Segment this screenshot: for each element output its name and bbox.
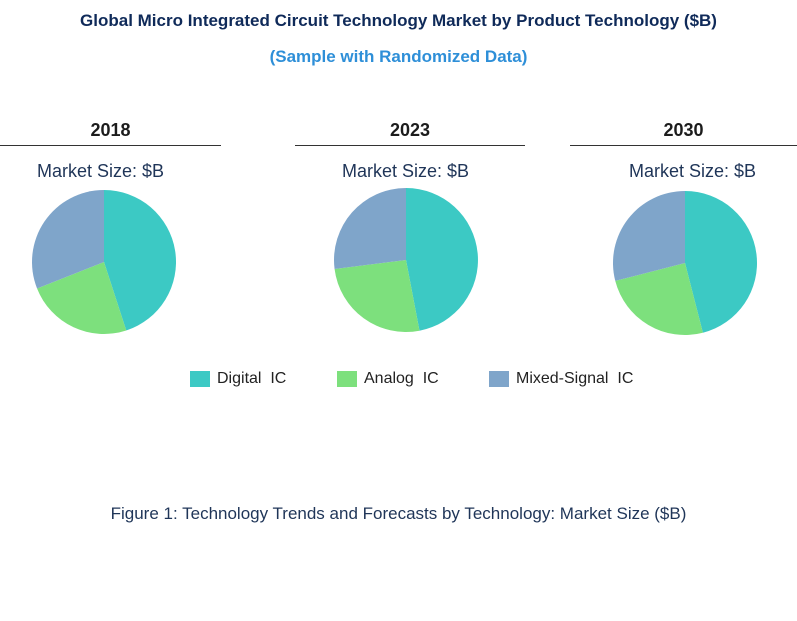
pie-slice-digital-ic	[104, 190, 177, 331]
panel-year: 2018	[0, 115, 221, 146]
legend-item-analog: Analog IC	[337, 370, 439, 388]
legend-label: Mixed-Signal IC	[516, 370, 634, 387]
pie-slice-mixed-signal-ic	[32, 190, 104, 289]
legend-label: Analog IC	[364, 370, 439, 387]
pie-slice-mixed-signal-ic	[612, 191, 685, 281]
pie-slice-analog-ic	[37, 262, 127, 335]
pie-slice-analog-ic	[615, 263, 703, 336]
panel-2023: 2023 Market Size: $B	[295, 115, 525, 181]
chart-title: Global Micro Integrated Circuit Technolo…	[80, 11, 717, 30]
market-size-label: Market Size: $B	[629, 161, 757, 181]
pie-slice-mixed-signal-ic	[334, 188, 406, 270]
legend-swatch	[489, 371, 509, 387]
legend-label: Digital IC	[217, 370, 287, 387]
market-size-label: Market Size: $B	[342, 161, 470, 181]
figure-caption: Figure 1: Technology Trends and Forecast…	[110, 504, 687, 523]
market-size-label: Market Size: $B	[37, 161, 165, 181]
pie-slice-digital-ic	[406, 188, 478, 331]
chart-subtitle: (Sample with Randomized Data)	[269, 47, 528, 66]
legend-swatch	[190, 371, 210, 387]
panel-year: 2023	[295, 115, 525, 146]
legend-swatch	[337, 371, 357, 387]
legend-item-mixed-signal: Mixed-Signal IC	[489, 370, 633, 388]
panel-2030: 2030 Market Size: $B	[570, 115, 797, 181]
panel-year: 2030	[570, 115, 797, 146]
pie-slice-digital-ic	[685, 191, 758, 333]
pie-slice-analog-ic	[334, 260, 420, 332]
panel-2018: 2018 Market Size: $B	[0, 115, 221, 181]
legend-item-digital: Digital IC	[190, 370, 286, 388]
